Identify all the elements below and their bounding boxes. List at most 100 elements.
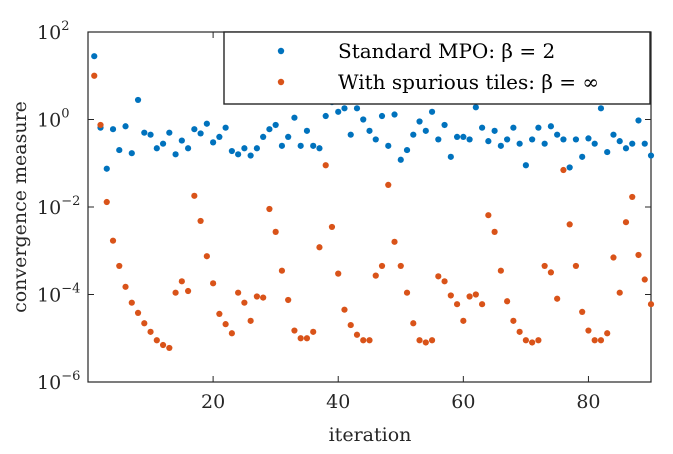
data-point-standard-mpo — [134, 96, 142, 104]
data-point-standard-mpo — [103, 165, 110, 172]
data-point-spurious-tiles — [472, 291, 479, 298]
data-point-standard-mpo — [378, 112, 386, 120]
x-tick-label: 80 — [576, 391, 600, 413]
y-tick-base: 10 — [37, 22, 61, 44]
legend: Standard MPO: β = 2 With spurious tiles:… — [223, 31, 651, 105]
data-point-spurious-tiles — [516, 328, 523, 335]
data-point-spurious-tiles — [266, 205, 273, 213]
data-point-spurious-tiles — [91, 72, 98, 79]
data-point-spurious-tiles — [172, 289, 179, 296]
data-point-spurious-tiles — [579, 308, 586, 316]
data-point-spurious-tiles — [353, 331, 361, 338]
data-point-spurious-tiles — [485, 212, 492, 219]
data-point-standard-mpo — [610, 131, 617, 138]
data-point-standard-mpo — [504, 136, 511, 143]
data-point-spurious-tiles — [410, 320, 417, 327]
data-point-spurious-tiles — [422, 339, 429, 346]
data-point-spurious-tiles — [360, 337, 367, 344]
data-point-standard-mpo — [428, 108, 436, 115]
data-point-standard-mpo — [460, 133, 467, 141]
data-point-standard-mpo — [410, 131, 417, 138]
data-point-standard-mpo — [341, 105, 348, 112]
y-tick-base: 10 — [37, 197, 61, 219]
data-point-standard-mpo — [597, 105, 605, 112]
data-point-spurious-tiles — [166, 344, 173, 352]
data-point-spurious-tiles — [247, 317, 254, 324]
y-tick-label: 100 — [37, 107, 69, 132]
data-point-standard-mpo — [622, 145, 630, 152]
data-point-spurious-tiles — [541, 262, 548, 270]
data-point-spurious-tiles — [222, 321, 229, 328]
y-tick-base: 10 — [37, 110, 61, 132]
data-point-standard-mpo — [216, 133, 223, 141]
data-point-spurious-tiles — [397, 262, 404, 270]
data-point-spurious-tiles — [216, 310, 223, 318]
data-point-spurious-tiles — [529, 339, 536, 346]
data-point-spurious-tiles — [285, 296, 292, 304]
data-point-spurious-tiles — [147, 328, 154, 335]
data-point-spurious-tiles — [141, 320, 148, 327]
data-point-spurious-tiles — [278, 267, 286, 274]
y-tick-exponent: −2 — [61, 194, 80, 209]
data-point-spurious-tiles — [466, 293, 473, 300]
data-point-standard-mpo — [616, 138, 623, 145]
data-point-spurious-tiles — [210, 280, 217, 287]
y-axis-label-group: convergence measure — [9, 101, 31, 313]
data-point-standard-mpo — [335, 108, 342, 115]
data-point-standard-mpo — [422, 127, 429, 134]
data-point-standard-mpo — [159, 140, 167, 147]
data-point-spurious-tiles — [560, 166, 567, 174]
data-point-spurious-tiles — [291, 327, 298, 334]
data-point-standard-mpo — [479, 124, 486, 131]
data-point-spurious-tiles — [635, 251, 642, 259]
data-point-standard-mpo — [403, 146, 411, 154]
legend-box — [223, 31, 651, 105]
data-point-spurious-tiles — [378, 262, 386, 270]
data-point-spurious-tiles — [347, 321, 354, 329]
data-point-spurious-tiles — [479, 301, 486, 308]
data-point-standard-mpo — [310, 142, 317, 149]
data-point-standard-mpo — [591, 140, 598, 147]
data-point-standard-mpo — [228, 147, 235, 155]
data-point-standard-mpo — [197, 130, 204, 137]
data-point-spurious-tiles — [622, 219, 630, 226]
data-point-spurious-tiles — [435, 273, 442, 280]
data-point-spurious-tiles — [604, 330, 611, 337]
data-point-spurious-tiles — [428, 337, 436, 344]
data-point-standard-mpo — [266, 126, 273, 133]
x-tick-label: 40 — [326, 391, 350, 413]
data-point-spurious-tiles — [391, 238, 398, 245]
data-point-spurious-tiles — [128, 299, 135, 306]
data-point-spurious-tiles — [547, 269, 555, 276]
data-point-spurious-tiles — [597, 337, 605, 344]
y-tick-base: 10 — [37, 285, 61, 307]
data-point-standard-mpo — [235, 151, 242, 158]
y-tick-label: 10−6 — [37, 369, 80, 394]
data-point-standard-mpo — [510, 124, 517, 131]
legend-label-standard-mpo: Standard MPO: β = 2 — [338, 39, 555, 63]
data-point-spurious-tiles — [134, 309, 142, 316]
data-point-standard-mpo — [541, 140, 548, 147]
data-point-spurious-tiles — [491, 228, 498, 235]
data-point-spurious-tiles — [535, 337, 542, 344]
data-point-spurious-tiles — [504, 298, 511, 305]
data-point-spurious-tiles — [647, 301, 655, 308]
data-point-standard-mpo — [316, 145, 323, 152]
data-point-standard-mpo — [466, 136, 473, 143]
data-point-spurious-tiles — [253, 293, 260, 300]
data-point-standard-mpo — [629, 140, 636, 147]
y-tick-exponent: −6 — [61, 369, 80, 384]
y-tick-label: 102 — [37, 19, 69, 44]
legend-label-spurious-tiles: With spurious tiles: β = ∞ — [338, 70, 599, 94]
data-point-standard-mpo — [147, 131, 154, 138]
data-point-standard-mpo — [353, 105, 361, 112]
data-point-spurious-tiles — [566, 221, 573, 228]
data-point-spurious-tiles — [316, 244, 323, 251]
data-point-spurious-tiles — [197, 217, 204, 225]
x-tick-label: 60 — [451, 391, 475, 413]
y-tick-base: 10 — [37, 372, 61, 394]
data-point-standard-mpo — [272, 121, 279, 129]
data-point-standard-mpo — [604, 148, 611, 156]
